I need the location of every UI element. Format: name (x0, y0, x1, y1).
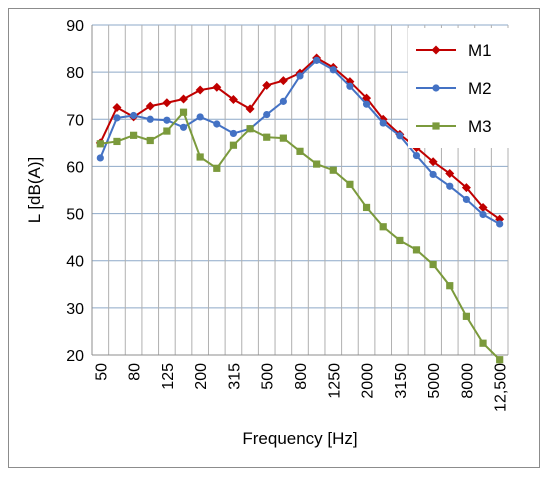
point-M2-1 (113, 114, 121, 122)
point-M2-0 (96, 154, 104, 162)
point-M2-17 (379, 119, 387, 127)
point-M1-11 (278, 76, 288, 86)
point-M3-5 (179, 108, 188, 116)
point-M1-5 (179, 94, 189, 104)
x-tick-label-16: 2000 (360, 363, 377, 399)
point-M3-23 (479, 339, 487, 347)
legend-label-M3: M3 (468, 117, 492, 136)
x-tick-label-0: 50 (93, 363, 110, 381)
series-layer (95, 53, 505, 364)
x-tick-label-14: 1250 (326, 363, 343, 399)
series-M3 (96, 108, 504, 364)
point-M1-20 (428, 157, 438, 167)
point-M2-7 (213, 120, 221, 128)
point-M3-14 (329, 166, 337, 174)
point-M3-16 (362, 203, 371, 212)
point-M2-14 (329, 66, 337, 74)
x-tick-label-20: 5000 (426, 363, 443, 399)
point-M3-21 (446, 282, 454, 290)
point-M2-3 (146, 115, 154, 123)
y-tick-label-6: 80 (66, 65, 84, 82)
point-M2-10 (263, 110, 271, 119)
point-M2-20 (429, 170, 437, 179)
point-M1-6 (195, 85, 205, 95)
point-M1-9 (245, 104, 255, 114)
legend-label-M2: M2 (468, 79, 492, 98)
point-M2-12 (296, 72, 304, 80)
y-tick-label-7: 90 (66, 18, 84, 35)
point-M2-24 (496, 220, 504, 228)
point-M1-22 (461, 183, 471, 193)
point-M1-10 (262, 80, 272, 90)
x-tick-label-4: 125 (160, 363, 177, 390)
x-tick-label-22: 8000 (459, 363, 476, 399)
point-M2-16 (362, 100, 371, 108)
point-M3-6 (196, 153, 204, 161)
point-M2-2 (130, 111, 138, 120)
y-tick-label-3: 50 (66, 207, 84, 224)
point-M3-12 (296, 147, 304, 155)
point-M3-17 (379, 223, 387, 231)
x-tick-label-12: 800 (293, 363, 310, 390)
point-M1-4 (162, 98, 172, 108)
x-tick-label-2: 80 (127, 363, 144, 381)
point-M3-0 (96, 140, 104, 148)
x-tick-label-6: 200 (193, 363, 210, 390)
point-M2-13 (313, 56, 321, 64)
point-M2-15 (346, 82, 354, 90)
point-M3-11 (279, 134, 287, 142)
y-tick-label-2: 40 (66, 254, 84, 271)
point-M2-18 (396, 132, 404, 140)
point-M1-21 (445, 169, 455, 178)
x-tick-label-10: 500 (260, 363, 277, 390)
x-axis-ticks: 50 80 125 200 315 500 800 1250 2000 3150 5000 8000 1… (93, 363, 509, 412)
point-M3-15 (346, 180, 354, 188)
point-M2-21 (446, 182, 454, 190)
y-axis-ticks: 20 30 40 50 60 70 80 90 (66, 18, 84, 365)
point-M3-9 (246, 125, 254, 133)
point-M3-2 (130, 131, 138, 139)
y-tick-label-0: 20 (66, 348, 84, 365)
point-M3-22 (462, 312, 470, 320)
point-M3-1 (113, 137, 121, 146)
point-M2-6 (196, 113, 204, 121)
x-axis-title: Frequency [Hz] (242, 429, 357, 448)
point-M1-1 (112, 103, 122, 112)
x-tick-label-18: 3150 (393, 363, 410, 399)
x-tick-label-8: 315 (226, 363, 243, 390)
legend-marker-M1 (431, 45, 441, 55)
point-M2-4 (163, 116, 171, 124)
point-M3-10 (263, 133, 271, 141)
point-M3-4 (163, 127, 171, 135)
point-M1-8 (228, 94, 238, 104)
point-M2-11 (279, 97, 287, 105)
point-M3-24 (496, 356, 504, 364)
y-tick-label-4: 60 (66, 159, 84, 176)
point-M3-3 (146, 136, 154, 145)
point-M1-3 (145, 101, 155, 111)
legend-marker-M3 (432, 122, 440, 130)
point-M2-8 (229, 129, 238, 138)
point-M2-23 (479, 210, 487, 219)
x-tick-label-24: 12,500 (493, 363, 510, 412)
y-axis-title: L [dB(A)] (25, 157, 44, 223)
point-M2-5 (179, 123, 188, 131)
y-tick-label-1: 30 (66, 301, 84, 318)
point-M3-7 (213, 164, 221, 172)
point-M3-18 (396, 236, 404, 245)
point-M3-20 (429, 260, 437, 269)
axes (91, 25, 508, 356)
point-M3-13 (313, 160, 321, 168)
legend: M1 M2 M3 (408, 28, 526, 148)
point-M2-22 (462, 195, 470, 204)
point-M2-19 (412, 151, 421, 160)
legend-label-M1: M1 (468, 41, 492, 60)
point-M1-7 (212, 82, 222, 92)
y-tick-label-5: 70 (66, 112, 84, 129)
point-M3-8 (229, 141, 238, 149)
legend-marker-M2 (432, 84, 440, 92)
point-M1-23 (478, 202, 488, 212)
point-M3-19 (412, 246, 421, 254)
